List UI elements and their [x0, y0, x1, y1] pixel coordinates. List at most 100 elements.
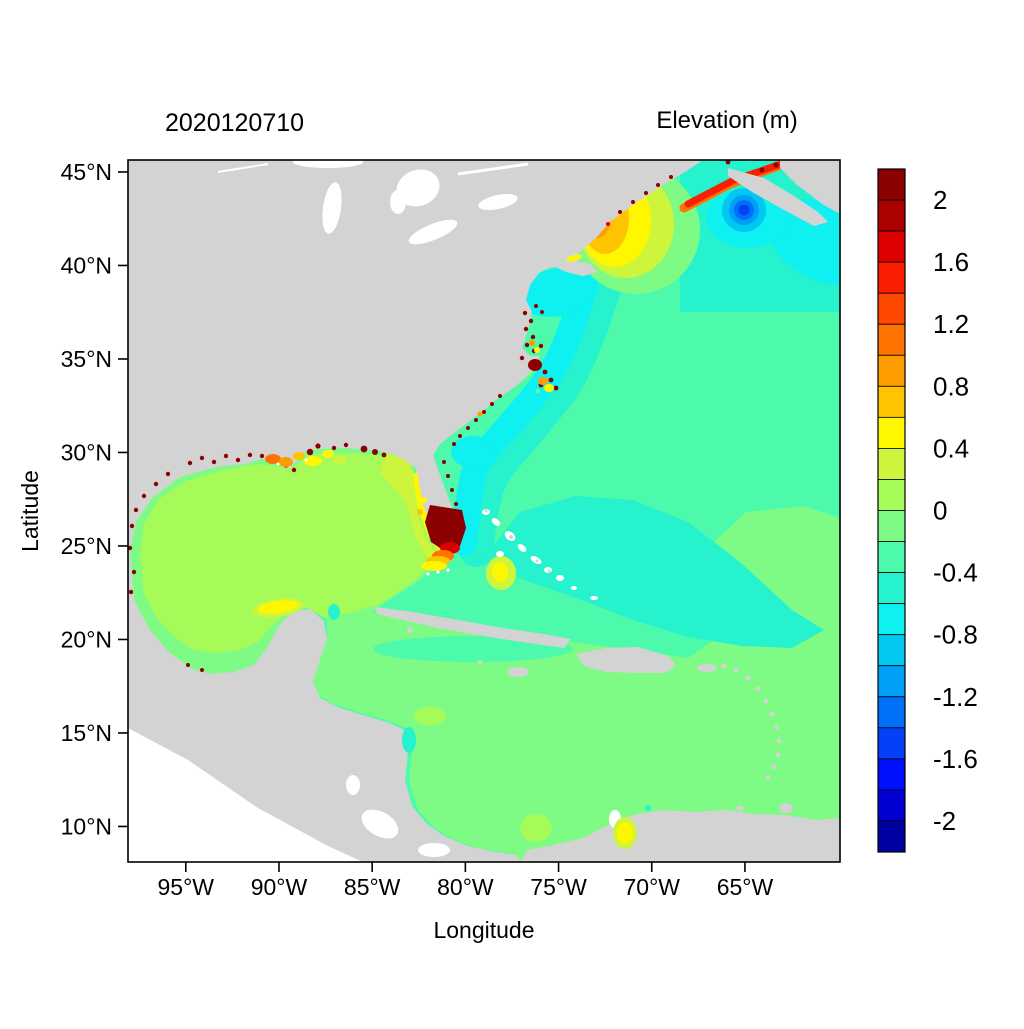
- colorbar-tick-label: 1.6: [933, 247, 969, 277]
- colorbar-cell: [877, 727, 906, 760]
- colorbar-tick-label: 0.4: [933, 433, 969, 463]
- colorbar-tick-label: 2: [933, 185, 947, 215]
- antilles-dot: [733, 667, 739, 673]
- colorbar-cell: [877, 416, 906, 449]
- nova-scotia-corner-land: [780, 160, 840, 214]
- antilles-dot: [771, 764, 777, 770]
- nova-scotia-blue-spot: [722, 188, 766, 232]
- colorbar-cell: [877, 199, 906, 232]
- x-tick-label: 90°W: [251, 874, 308, 900]
- colorbar-cell: [877, 261, 906, 294]
- nova-scotia-shelf-cyan: [767, 198, 840, 286]
- y-tick-label: 25°N: [61, 533, 112, 559]
- river-squiggle: [217, 163, 269, 173]
- colorbar-cell: [877, 230, 906, 263]
- antilles-dot: [745, 675, 751, 681]
- colorbar-cell: [877, 323, 906, 356]
- caribbean-sea: [310, 506, 840, 862]
- lake-erie: [408, 219, 458, 245]
- pacific-pocket-2: [418, 843, 450, 857]
- x-tick-label: 95°W: [158, 874, 215, 900]
- colorbar-cell: [877, 510, 906, 542]
- lake-nicaragua: [346, 775, 360, 795]
- colorbar-cell: [877, 479, 906, 511]
- x-axis: 95°W 90°W 85°W 80°W 75°W 70°W 65°W: [158, 862, 773, 900]
- colorbar-cell: [877, 665, 906, 698]
- pacific-pocket: [361, 809, 399, 839]
- y-tick-label: 45°N: [61, 159, 112, 185]
- antilles-dot: [776, 738, 782, 744]
- virgin-islands: [721, 663, 727, 669]
- hispaniola: [576, 647, 676, 673]
- bahamas-islands: [482, 509, 598, 600]
- x-tick-label: 75°W: [530, 874, 587, 900]
- colorbar-tick-label: 1.2: [933, 309, 969, 339]
- y-tick-label: 35°N: [61, 346, 112, 372]
- colorbar-cell: [877, 354, 906, 387]
- y-tick-label: 15°N: [61, 720, 112, 746]
- yucatan-yellow-sliver: [252, 598, 304, 618]
- map-islands: [375, 607, 793, 813]
- colorbar-cell: [877, 820, 906, 853]
- plot-title-date: 2020120710: [165, 109, 304, 137]
- colorbar-cell: [877, 168, 906, 201]
- antilles-dot: [755, 686, 761, 692]
- nicaragua-rise-patch: [414, 707, 446, 725]
- colorbar-tick-label: -1.2: [933, 682, 978, 712]
- lake-huron: [396, 169, 440, 207]
- colorbar-tick-label: -1.6: [933, 744, 978, 774]
- colorbar-tick-label: -0.4: [933, 558, 978, 588]
- antilles-dot: [769, 711, 775, 717]
- margarita: [736, 805, 744, 811]
- colorbar-cell: [877, 292, 906, 325]
- cyan-coastal-band: [451, 252, 603, 556]
- map-area: [128, 160, 840, 862]
- colorbar-tick-label: -0.8: [933, 620, 978, 650]
- bahamas-bank-anomaly: [486, 556, 516, 590]
- st-lawrence-river: [457, 162, 529, 176]
- antilles-dot: [765, 775, 771, 781]
- georgian-bay: [390, 190, 406, 214]
- coastal-marsh-speckles: [128, 175, 673, 672]
- y-axis: 45°N 40°N 35°N 30°N 25°N 20°N 15°N 10°N: [61, 159, 128, 839]
- x-tick-label: 80°W: [437, 874, 494, 900]
- colorbar: 2 1.6 1.2 0.8 0.4 0 -0.4 -0.8 -1.2 -1.6 -2: [877, 168, 978, 853]
- puerto-rico: [697, 664, 717, 672]
- cuba: [375, 607, 571, 648]
- cayman: [478, 660, 482, 664]
- colorbar-title: Elevation (m): [656, 107, 797, 134]
- colorbar-cell: [877, 696, 906, 729]
- lake-superior: [293, 160, 363, 168]
- antilles-dot: [763, 698, 769, 704]
- colorbar-tick-label: -2: [933, 806, 956, 836]
- colorbar-cell: [877, 572, 906, 605]
- georgia-bight-cyan: [451, 436, 495, 468]
- plot-border: [127, 159, 841, 863]
- lake-michigan: [322, 182, 342, 234]
- south-of-cuba-strip: [373, 636, 573, 662]
- cozumel-channel-patch: [328, 604, 340, 620]
- jamaica: [507, 667, 529, 677]
- north-america-land: [128, 160, 703, 862]
- lake-ontario: [478, 193, 518, 211]
- colorbar-cell: [877, 603, 906, 636]
- honduras-turquoise-spot: [402, 727, 416, 753]
- trinidad: [779, 803, 793, 813]
- venezuela-coast-dot: [645, 805, 651, 811]
- x-tick-label: 70°W: [623, 874, 680, 900]
- antilles-dot: [775, 752, 781, 758]
- y-tick-label: 10°N: [61, 813, 112, 839]
- y-tick-label: 20°N: [61, 626, 112, 652]
- colorbar-tick-label: 0: [933, 496, 947, 526]
- lake-maracaibo-anomaly: [613, 817, 637, 849]
- colorbar-cell: [877, 634, 906, 667]
- ny-bight-cyan: [518, 267, 598, 317]
- colorbar-cell: [877, 541, 906, 573]
- antilles-dot: [774, 724, 780, 730]
- great-lakes: [217, 160, 529, 245]
- x-tick-label: 85°W: [344, 874, 401, 900]
- colorbar-cell: [877, 385, 906, 418]
- south-florida-anomaly: [421, 505, 466, 576]
